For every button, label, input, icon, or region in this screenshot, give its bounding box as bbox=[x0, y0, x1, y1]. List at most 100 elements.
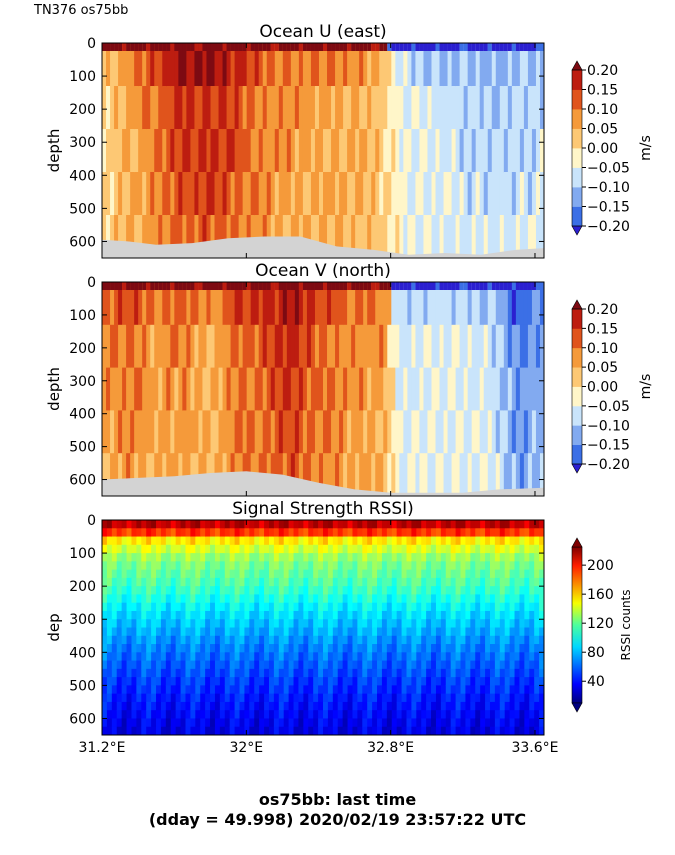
field-cell bbox=[431, 410, 437, 454]
field-cell bbox=[331, 453, 336, 496]
field-cell bbox=[310, 367, 316, 411]
rssi-cell bbox=[347, 718, 354, 728]
rssi-cell bbox=[470, 693, 476, 703]
rssi-cell bbox=[421, 660, 427, 670]
y-tick-label: 400 bbox=[69, 168, 96, 184]
rssi-cell bbox=[460, 602, 467, 612]
rssi-cell bbox=[485, 652, 491, 662]
rssi-cell bbox=[175, 660, 182, 670]
colorbar-1: −0.20−0.15−0.10−0.050.000.050.100.150.20… bbox=[571, 60, 654, 236]
field-cell bbox=[258, 129, 264, 173]
rssi-cell bbox=[141, 520, 147, 529]
field-cell bbox=[214, 282, 220, 326]
surface-cell bbox=[483, 282, 489, 290]
field-cell bbox=[282, 324, 288, 369]
rssi-cell bbox=[357, 577, 363, 587]
rssi-cell bbox=[475, 710, 481, 720]
field-cell bbox=[423, 367, 429, 411]
rssi-cell bbox=[224, 660, 231, 670]
rssi-cell bbox=[396, 619, 403, 629]
rssi-cell bbox=[234, 569, 241, 579]
colorbar-tick-label: 0.05 bbox=[587, 122, 618, 138]
rssi-cell bbox=[303, 528, 309, 538]
field-cell bbox=[310, 453, 316, 496]
rssi-cell bbox=[156, 668, 162, 678]
rssi-cell bbox=[411, 528, 417, 538]
field-cell bbox=[455, 86, 461, 130]
rssi-cell bbox=[342, 718, 349, 728]
rssi-cell bbox=[190, 693, 196, 703]
rssi-cell bbox=[229, 652, 236, 662]
rssi-cell bbox=[391, 536, 398, 546]
field-cell bbox=[471, 43, 477, 87]
field-cell bbox=[158, 215, 163, 258]
rssi-cell bbox=[214, 701, 221, 711]
rssi-cell bbox=[401, 685, 408, 695]
y-axis-label: dep bbox=[45, 613, 63, 641]
rssi-cell bbox=[475, 718, 481, 728]
rssi-cell bbox=[352, 561, 358, 571]
rssi-cell bbox=[175, 520, 182, 529]
field-cell bbox=[455, 282, 461, 326]
rssi-cell bbox=[111, 561, 118, 571]
rssi-cell bbox=[126, 569, 133, 579]
rssi-cell bbox=[318, 561, 324, 571]
rssi-cell bbox=[440, 553, 447, 562]
rssi-cell bbox=[180, 652, 187, 662]
field-cell bbox=[270, 43, 276, 87]
rssi-cell bbox=[116, 668, 123, 678]
rssi-cell bbox=[534, 553, 540, 562]
rssi-cell bbox=[303, 610, 309, 620]
rssi-cell bbox=[141, 569, 147, 579]
rssi-cell bbox=[504, 544, 511, 554]
rssi-cell bbox=[210, 726, 216, 735]
rssi-cell bbox=[357, 536, 363, 546]
rssi-cell bbox=[489, 677, 496, 686]
rssi-cell bbox=[529, 660, 535, 670]
field-cell bbox=[302, 282, 308, 326]
rssi-cell bbox=[205, 586, 211, 596]
field-cell bbox=[298, 367, 304, 411]
rssi-cell bbox=[224, 577, 231, 587]
rssi-cell bbox=[489, 561, 496, 571]
field-cell bbox=[178, 129, 183, 173]
surface-cell bbox=[423, 282, 429, 290]
rssi-cell bbox=[102, 553, 108, 562]
field-cell bbox=[415, 172, 421, 216]
rssi-cell bbox=[278, 718, 285, 728]
rssi-cell bbox=[283, 610, 290, 620]
rssi-cell bbox=[519, 561, 525, 571]
rssi-cell bbox=[504, 528, 511, 538]
rssi-cell bbox=[318, 685, 324, 695]
rssi-cell bbox=[504, 577, 511, 587]
rssi-cell bbox=[278, 561, 285, 571]
rssi-cell bbox=[539, 561, 544, 571]
field-cell bbox=[391, 215, 396, 258]
rssi-cell bbox=[386, 627, 393, 637]
rssi-cell bbox=[126, 536, 133, 546]
rssi-cell bbox=[460, 635, 467, 645]
rssi-cell bbox=[386, 685, 393, 695]
rssi-cell bbox=[524, 668, 530, 678]
field-cell bbox=[218, 129, 224, 173]
rssi-cell bbox=[529, 693, 535, 703]
surface-cell bbox=[206, 43, 212, 51]
field-cell bbox=[411, 86, 417, 130]
y-tick-label: 400 bbox=[69, 407, 96, 423]
rssi-cell bbox=[450, 569, 457, 579]
rssi-cell bbox=[401, 660, 408, 670]
field-cell bbox=[258, 282, 264, 326]
field-cell bbox=[515, 453, 521, 496]
field-cell bbox=[202, 86, 208, 130]
field-cell bbox=[318, 282, 324, 326]
rssi-cell bbox=[156, 528, 162, 538]
rssi-cell bbox=[146, 710, 152, 720]
rssi-cell bbox=[504, 619, 511, 629]
rssi-cell bbox=[465, 652, 471, 662]
rssi-cell bbox=[440, 660, 447, 670]
rssi-cell bbox=[445, 544, 452, 554]
rssi-cell bbox=[504, 635, 511, 645]
rssi-cell bbox=[170, 586, 177, 596]
rssi-cell bbox=[372, 627, 378, 637]
field-cell bbox=[282, 43, 288, 87]
